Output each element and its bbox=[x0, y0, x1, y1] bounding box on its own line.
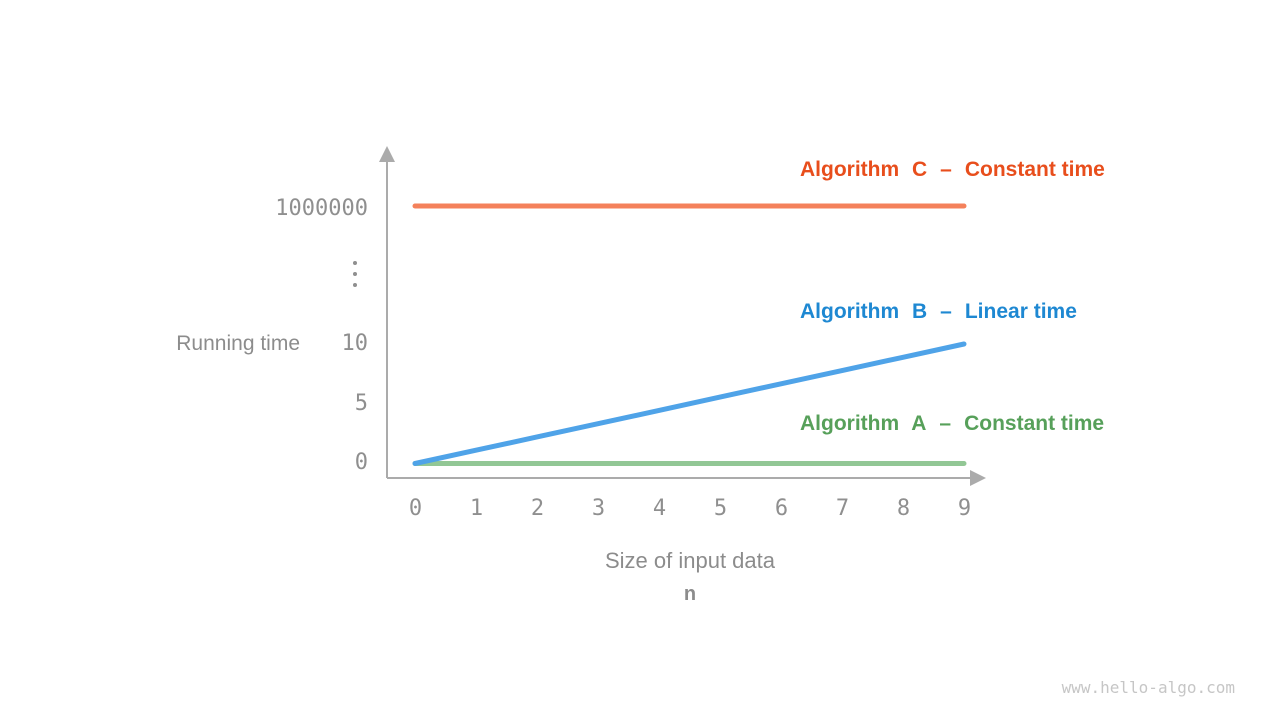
legend-separator: – bbox=[940, 300, 952, 323]
y-tick-5: 5 bbox=[354, 391, 368, 416]
x-tick: 5 bbox=[713, 496, 728, 521]
legend-series-label: Constant time bbox=[964, 158, 1105, 181]
y-tick-1000000: 1000000 bbox=[275, 196, 368, 221]
x-tick: 4 bbox=[652, 496, 667, 521]
legend-series-name: Algorithm B bbox=[800, 300, 928, 323]
x-tick: 8 bbox=[896, 496, 911, 521]
x-tick: 6 bbox=[774, 496, 789, 521]
legend-separator: – bbox=[940, 158, 952, 181]
legend-series-name: Algorithm A bbox=[800, 412, 927, 435]
legend-separator: – bbox=[939, 412, 952, 435]
legend-series-name: Algorithm C bbox=[800, 158, 928, 181]
x-tick: 0 bbox=[408, 496, 423, 521]
series-lines bbox=[412, 203, 967, 466]
legend-series-label: Constant time bbox=[964, 412, 1105, 435]
x-tick: 2 bbox=[530, 496, 545, 521]
y-tick-10: 10 bbox=[341, 331, 369, 356]
legend-series-label: Linear time bbox=[964, 300, 1077, 323]
x-axis-title: Size of input data bbox=[604, 548, 775, 573]
x-tick: 1 bbox=[469, 496, 484, 521]
site-watermark: www.hello-algo.com bbox=[1061, 678, 1235, 697]
y-axis-break-ellipsis bbox=[353, 261, 357, 287]
legend-algorithm-b: Algorithm B – Linear time bbox=[800, 300, 1077, 324]
legend-algorithm-c: Algorithm C – Constant time bbox=[800, 158, 1105, 182]
x-tick: 7 bbox=[835, 496, 850, 521]
legend-algorithm-a: Algorithm A – Constant time bbox=[800, 412, 1104, 436]
x-tick: 3 bbox=[591, 496, 606, 521]
x-axis-symbol: n bbox=[683, 583, 697, 605]
y-axis-title: Running time bbox=[176, 332, 300, 355]
x-tick: 9 bbox=[957, 496, 972, 521]
x-tick-row: 0 1 2 3 4 5 6 7 8 9 bbox=[385, 496, 995, 522]
y-tick-0: 0 bbox=[354, 450, 368, 475]
